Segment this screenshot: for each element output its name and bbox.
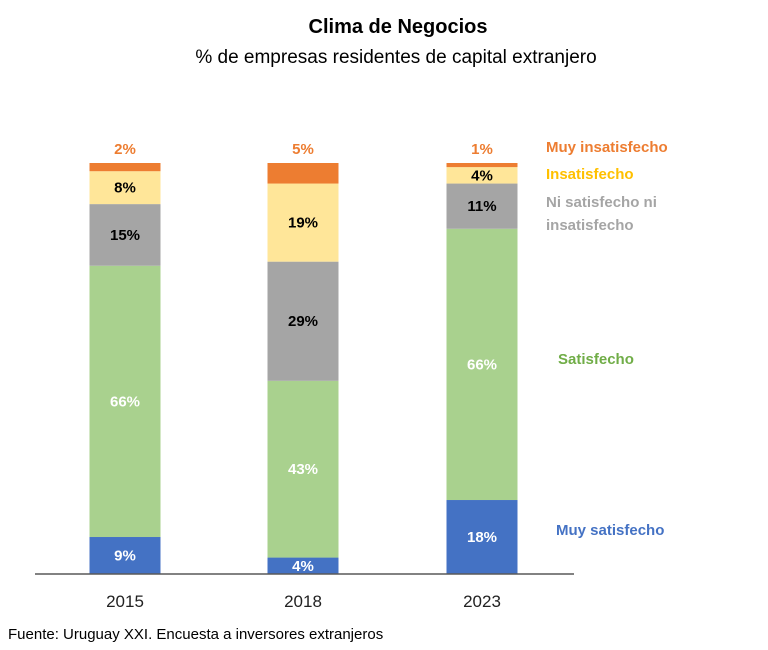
data-label: 66%: [110, 393, 140, 410]
chart-title: Clima de Negocios: [309, 16, 488, 38]
legend-entry: Satisfecho: [558, 351, 634, 368]
legend-entry: Muy satisfecho: [556, 522, 664, 539]
bar-segment: [89, 537, 161, 574]
data-label: 29%: [288, 313, 318, 330]
x-axis-ticks: 2015 2018 2023: [106, 592, 501, 611]
x-tick-label: 2023: [463, 592, 501, 611]
data-label: 8%: [114, 180, 136, 197]
x-tick-label: 2015: [106, 592, 144, 611]
bars-group: [89, 163, 518, 574]
legend-entry: Muy insatisfecho: [546, 139, 668, 156]
bar-segment: [267, 380, 339, 558]
bar-segment: [446, 500, 518, 574]
data-label: 4%: [292, 558, 314, 575]
bar-segment: [267, 261, 339, 381]
bar-segment: [89, 204, 161, 266]
data-label: 11%: [467, 198, 496, 215]
data-label: 1%: [471, 141, 493, 158]
legend-entry: Ni satisfecho ni insatisfecho: [546, 194, 657, 234]
data-label: 66%: [467, 356, 497, 373]
data-labels-group: 9% 66% 15% 8% 2% 4% 43% 29% 19% 5% 18% 66% 11% 4% 1%: [110, 141, 497, 575]
bar-segment: [267, 163, 339, 184]
data-label: 18%: [467, 529, 497, 546]
data-label: 43%: [288, 461, 318, 478]
data-label: 5%: [292, 141, 314, 158]
source-note: Fuente: Uruguay XXI. Encuesta a inversor…: [8, 626, 383, 643]
legend: Muy satisfecho Satisfecho Ni satisfecho ni…: [546, 139, 668, 539]
bar-segment: [446, 167, 518, 184]
bar-segment: [446, 228, 518, 501]
data-label: 4%: [471, 167, 493, 184]
data-label: 9%: [114, 548, 136, 565]
bar-segment: [446, 163, 518, 168]
bar-segment: [89, 171, 161, 205]
bar-segment: [89, 163, 161, 172]
legend-entry: Insatisfecho: [546, 166, 634, 183]
bar-segment: [267, 183, 339, 262]
bar-segment: [267, 557, 339, 574]
data-label: 19%: [288, 215, 318, 232]
bar-segment: [446, 183, 518, 229]
data-label: 15%: [110, 227, 140, 244]
chart-subtitle: % de empresas residentes de capital extr…: [195, 47, 596, 68]
data-label: 2%: [114, 141, 136, 158]
bar-segment: [89, 265, 161, 538]
x-tick-label: 2018: [284, 592, 322, 611]
